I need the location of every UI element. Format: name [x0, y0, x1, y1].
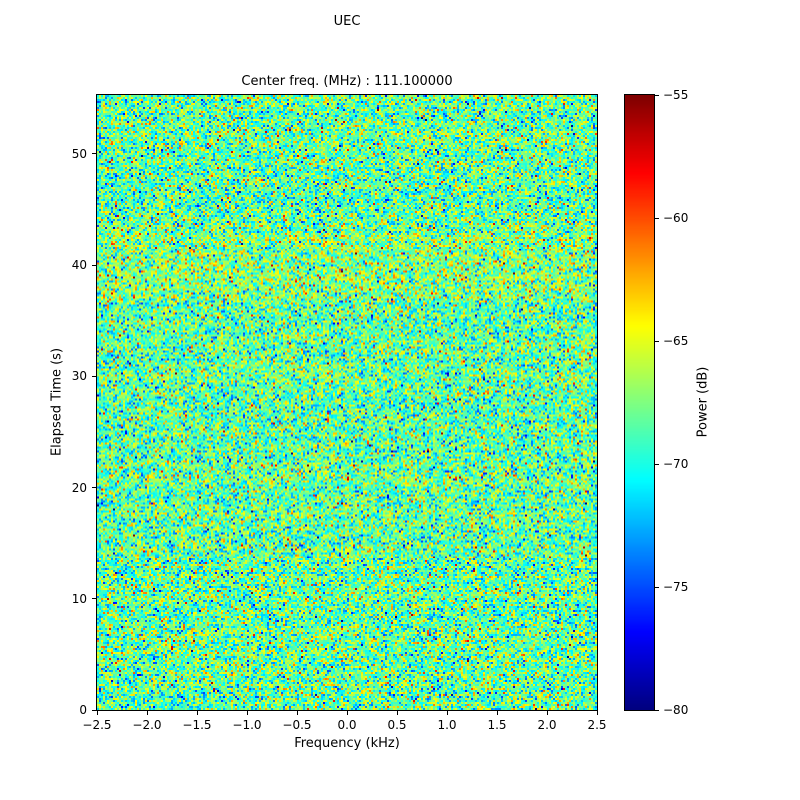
plot-axes-border [96, 94, 598, 711]
x-tick-mark [296, 711, 298, 715]
x-tick-mark [446, 711, 448, 715]
y-tick-mark [92, 153, 96, 155]
y-tick-label: 0 [79, 703, 87, 717]
colorbar-label: Power (dB) [695, 366, 711, 438]
x-tick-mark [246, 711, 248, 715]
y-tick-mark [92, 709, 96, 711]
y-tick-label: 40 [71, 258, 87, 273]
x-tick-label: −0.5 [282, 718, 312, 732]
colorbar-tick-label: −80 [663, 703, 689, 717]
colorbar-tick-mark [655, 586, 659, 588]
y-tick-mark [92, 598, 96, 600]
x-tick-label: 0.0 [337, 718, 357, 732]
colorbar-border [624, 94, 655, 711]
colorbar-tick-mark [655, 94, 659, 96]
colorbar-tick-label: −65 [663, 334, 689, 348]
x-tick-label: 2.0 [537, 718, 557, 732]
colorbar-tick-label: −55 [663, 88, 689, 102]
colorbar-tick-label: −75 [663, 580, 689, 594]
y-tick-label: 50 [71, 146, 87, 161]
x-tick-label: −1.0 [232, 718, 262, 732]
x-tick-mark [496, 711, 498, 715]
colorbar-gradient [625, 95, 654, 710]
x-tick-mark [596, 711, 598, 715]
x-tick-mark [546, 711, 548, 715]
x-tick-label: −1.5 [182, 718, 212, 732]
y-tick-label: 10 [71, 591, 87, 606]
x-tick-label: 2.5 [587, 718, 607, 732]
y-axis-label: Elapsed Time (s) [49, 347, 65, 457]
y-tick-label: 20 [71, 480, 87, 495]
y-tick-mark [92, 375, 96, 377]
x-tick-mark [396, 711, 398, 715]
x-tick-label: 0.5 [387, 718, 407, 732]
center-frequency-line: Center freq. (MHz) : 111.100000 [241, 74, 453, 89]
y-tick-mark [92, 264, 96, 266]
x-tick-label: −2.0 [132, 718, 162, 732]
x-tick-label: 1.5 [487, 718, 507, 732]
colorbar-tick-mark [655, 463, 659, 465]
y-tick-mark [92, 487, 96, 489]
colorbar-tick-mark [655, 217, 659, 219]
colorbar-tick-label: −60 [663, 211, 689, 225]
x-tick-label: 1.0 [437, 718, 457, 732]
spectrogram-heatmap [97, 95, 597, 710]
x-tick-label: −2.5 [82, 718, 112, 732]
y-tick-label: 30 [71, 369, 87, 384]
x-axis-label: Frequency (kHz) [294, 736, 400, 751]
x-tick-mark [346, 711, 348, 715]
colorbar-tick-label: −70 [663, 457, 689, 471]
x-tick-mark [96, 711, 98, 715]
colorbar-tick-mark [655, 709, 659, 711]
colorbar-tick-mark [655, 340, 659, 342]
x-tick-mark [146, 711, 148, 715]
chart-title: UEC [333, 14, 361, 29]
x-tick-mark [196, 711, 198, 715]
